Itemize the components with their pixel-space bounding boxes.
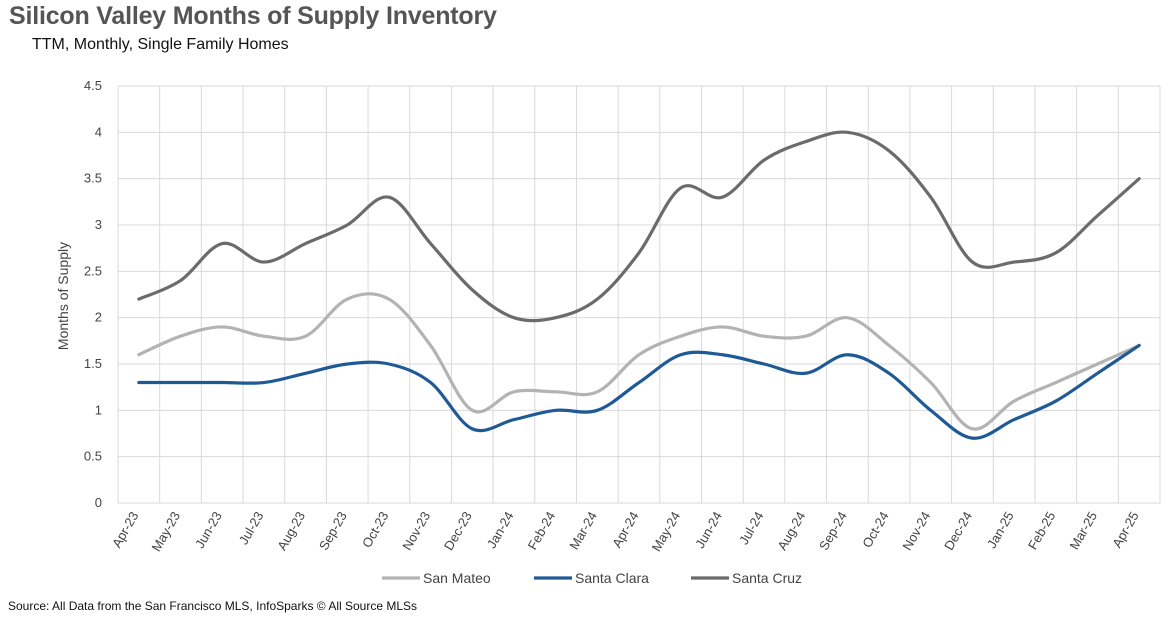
x-tick-label: Apr-25 bbox=[1109, 509, 1142, 550]
x-tick-label: Aug-23 bbox=[274, 509, 308, 553]
legend-label: Santa Clara bbox=[575, 570, 649, 586]
chart-series bbox=[137, 130, 1141, 440]
x-tick-label: Sep-23 bbox=[316, 509, 350, 553]
series-line-santa-clara bbox=[137, 343, 1141, 440]
x-tick-label: Dec-24 bbox=[941, 509, 975, 553]
x-tick-label: Mar-24 bbox=[566, 509, 600, 552]
x-tick-label: Feb-25 bbox=[1025, 509, 1059, 552]
y-tick-label: 2.5 bbox=[84, 263, 102, 278]
x-tick-label: Oct-24 bbox=[859, 509, 891, 550]
y-tick-label: 4.5 bbox=[84, 78, 102, 93]
y-tick-label: 3 bbox=[95, 217, 102, 232]
x-tick-label: Nov-24 bbox=[899, 509, 933, 553]
legend-item-santa-cruz: Santa Cruz bbox=[691, 570, 802, 586]
chart-subtitle: TTM, Monthly, Single Family Homes bbox=[32, 36, 289, 53]
y-tick-label: 0.5 bbox=[84, 449, 102, 464]
y-tick-label: 3.5 bbox=[84, 171, 102, 186]
x-tick-label: Jul-23 bbox=[236, 509, 267, 547]
legend-item-san-mateo: San Mateo bbox=[382, 570, 491, 586]
chart-title: Silicon Valley Months of Supply Inventor… bbox=[9, 2, 497, 30]
chart-legend: San Mateo Santa Clara Santa Cruz bbox=[382, 570, 802, 586]
legend-label: Santa Cruz bbox=[732, 570, 802, 586]
legend-item-santa-clara: Santa Clara bbox=[534, 570, 649, 586]
x-tick-label: Jun-24 bbox=[692, 509, 725, 551]
series-line-san-mateo bbox=[137, 292, 1141, 431]
x-tick-label: Oct-23 bbox=[359, 509, 391, 550]
x-tick-label: Aug-24 bbox=[774, 509, 808, 553]
y-tick-label: 0 bbox=[95, 495, 102, 510]
y-tick-label: 1 bbox=[95, 402, 102, 417]
y-axis-title: Months of Supply bbox=[55, 242, 71, 350]
series-line-santa-cruz bbox=[137, 130, 1141, 323]
x-tick-label: Jan-25 bbox=[984, 509, 1017, 551]
y-tick-label: 4 bbox=[95, 124, 102, 139]
x-tick-label: Mar-25 bbox=[1066, 509, 1100, 552]
x-tick-label: Apr-24 bbox=[609, 509, 642, 550]
y-tick-label: 1.5 bbox=[84, 356, 102, 371]
x-tick-label: Jun-23 bbox=[192, 509, 225, 551]
x-tick-label: Jul-24 bbox=[736, 509, 767, 547]
x-tick-label: Feb-24 bbox=[525, 509, 559, 552]
x-tick-label: May-24 bbox=[649, 509, 684, 554]
x-tick-label: May-23 bbox=[148, 509, 183, 554]
y-tick-label: 2 bbox=[95, 310, 102, 325]
x-tick-label: Dec-23 bbox=[441, 509, 475, 553]
chart-grid bbox=[117, 85, 1161, 504]
source-note: Source: All Data from the San Francisco … bbox=[8, 599, 418, 613]
x-tick-label: Nov-23 bbox=[399, 509, 433, 553]
x-tick-label: Jan-24 bbox=[484, 509, 517, 551]
x-tick-label: Apr-23 bbox=[109, 509, 142, 550]
x-tick-label: Sep-24 bbox=[816, 509, 850, 553]
legend-label: San Mateo bbox=[423, 570, 491, 586]
